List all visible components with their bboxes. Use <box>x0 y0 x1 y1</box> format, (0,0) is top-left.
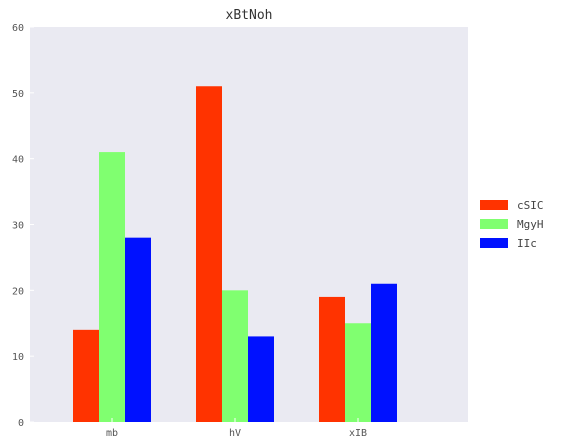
bar-MgyH-mb <box>99 152 125 423</box>
legend-label: cSIC <box>517 199 544 212</box>
legend-label: IIc <box>517 237 537 250</box>
legend-swatch-cSIC <box>480 200 508 210</box>
y-tick-label: 30 <box>12 221 24 232</box>
x-axis-ticks: mb hV xIB <box>106 418 367 439</box>
y-tick-label: 20 <box>12 286 24 297</box>
y-tick-label: 10 <box>12 352 24 363</box>
chart-title: xBtNoh <box>226 8 273 23</box>
legend-swatch-MgyH <box>480 219 508 229</box>
bar-cSIC-xIB <box>319 296 345 422</box>
x-tick-label: hV <box>229 428 241 439</box>
x-tick-label: xIB <box>349 428 367 439</box>
bar-MgyH-hV <box>222 290 248 422</box>
bar-IIc-mb <box>125 237 151 422</box>
legend-label: MgyH <box>517 218 544 231</box>
legend-swatch-IIc <box>480 238 508 248</box>
bar-MgyH-xIB <box>345 323 371 422</box>
y-tick-label: 40 <box>12 155 24 166</box>
y-tick-label: 0 <box>18 418 24 429</box>
y-axis-ticks: 0 10 20 30 40 50 60 <box>12 23 34 429</box>
y-tick-label: 50 <box>12 89 24 100</box>
y-tick-label: 60 <box>12 23 24 34</box>
bar-cSIC-mb <box>73 329 99 422</box>
legend: cSIC MgyH IIc <box>480 199 544 250</box>
bar-cSIC-hV <box>196 86 222 422</box>
bar-IIc-xIB <box>371 283 397 422</box>
bars-group <box>73 86 397 423</box>
bar-IIc-hV <box>248 336 274 422</box>
x-tick-label: mb <box>106 428 118 439</box>
